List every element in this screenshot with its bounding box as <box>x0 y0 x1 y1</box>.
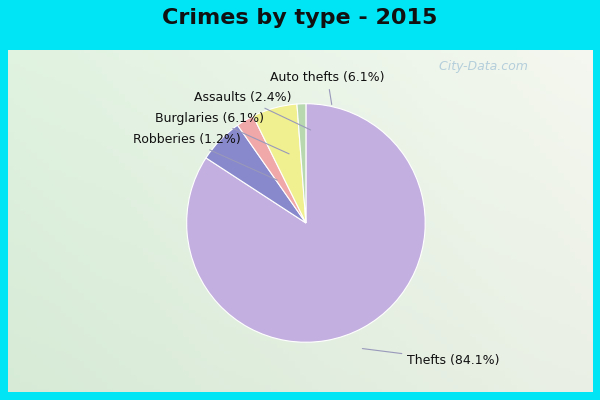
Text: Assaults (2.4%): Assaults (2.4%) <box>194 91 311 130</box>
Wedge shape <box>206 125 306 223</box>
Text: City-Data.com: City-Data.com <box>431 60 528 73</box>
Text: Burglaries (6.1%): Burglaries (6.1%) <box>155 112 289 154</box>
Wedge shape <box>297 104 306 223</box>
Text: Robberies (1.2%): Robberies (1.2%) <box>133 133 277 180</box>
Text: Thefts (84.1%): Thefts (84.1%) <box>362 348 500 367</box>
Text: Auto thefts (6.1%): Auto thefts (6.1%) <box>270 71 385 104</box>
Wedge shape <box>253 104 306 223</box>
Text: Crimes by type - 2015: Crimes by type - 2015 <box>163 8 437 28</box>
Wedge shape <box>238 116 306 223</box>
Wedge shape <box>187 104 425 342</box>
